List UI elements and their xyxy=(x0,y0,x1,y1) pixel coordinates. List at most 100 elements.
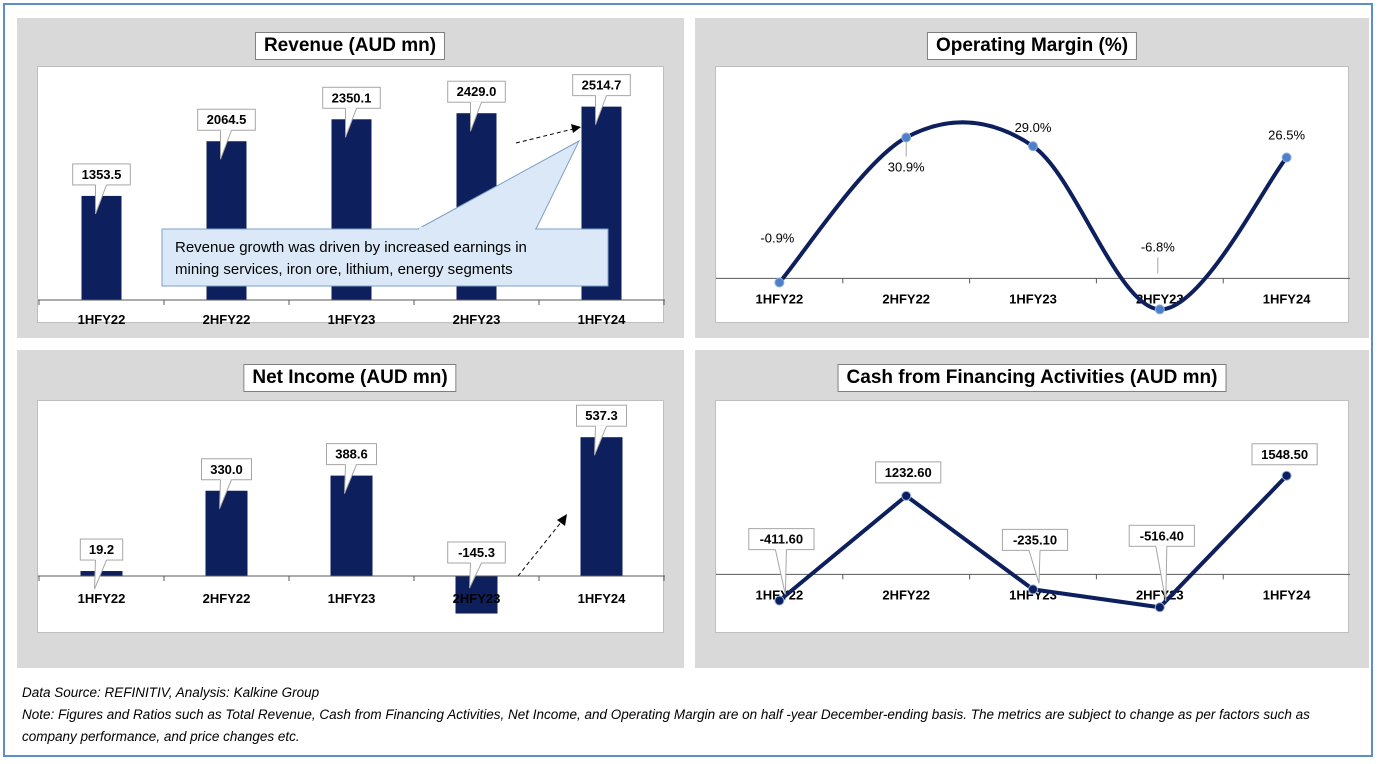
data-label-2HFY23-text: -145.3 xyxy=(458,545,495,560)
series-line xyxy=(777,120,1289,312)
x-tick-label: 1HFY24 xyxy=(578,591,626,606)
revenue-annotation: Revenue growth was driven by increased e… xyxy=(161,139,609,287)
net-income-panel: Net Income (AUD mn) 1HFY22 2HFY22 1HFY23 2H… xyxy=(17,350,684,668)
data-label-2HFY22-pointer-edge xyxy=(220,130,232,160)
cash-financing-panel: Cash from Financing Activities (AUD mn) … xyxy=(695,350,1369,668)
data-label-2HFY22: 2064.5 xyxy=(197,108,256,160)
data-label-1HFY24-pointer-edge xyxy=(595,95,607,125)
operating-margin-chart-title: Operating Margin (%) xyxy=(926,32,1138,60)
x-tick-label: 2HFY22 xyxy=(882,587,930,602)
operating-margin-chart: 1HFY22 2HFY22 1HFY23 2HFY23 1HFY24 -0.9% 30.9%… xyxy=(716,120,1350,315)
bar-2HFY23 xyxy=(455,576,498,614)
operating-margin-plot-area: 1HFY22 2HFY22 1HFY23 2HFY23 1HFY24 -0.9% 30.9%… xyxy=(715,66,1350,323)
data-label-2HFY23: -6.8% xyxy=(1141,239,1175,254)
data-label-1HFY24: 2514.7 xyxy=(572,74,631,125)
x-tick-label: 2HFY22 xyxy=(203,312,251,327)
point-1HFY22 xyxy=(774,595,785,606)
point-1HFY23 xyxy=(1028,141,1038,152)
x-tick-label: 1HFY24 xyxy=(1263,291,1311,306)
data-label-1HFY22: -411.60 xyxy=(748,528,815,595)
net-income-chart: 1HFY22 2HFY22 1HFY23 2HFY23 1HFY24 19.2 330.0 3… xyxy=(38,404,665,614)
data-label-1HFY23: -235.10 xyxy=(1001,528,1069,584)
data-label-2HFY23-text: -516.40 xyxy=(1140,528,1184,543)
x-tick-label: 2HFY23 xyxy=(1136,291,1184,306)
data-label-1HFY24-box xyxy=(1251,443,1318,466)
x-tick-label: 2HFY22 xyxy=(882,291,930,306)
data-label-1HFY24-text: 2514.7 xyxy=(582,78,622,93)
annotation-join xyxy=(419,227,535,231)
data-label-1HFY23: 29.0% xyxy=(1015,120,1052,135)
data-label-2HFY22-text: 2064.5 xyxy=(207,112,247,127)
x-tick-label: 1HFY23 xyxy=(1009,291,1057,306)
data-label-1HFY22: 19.2 xyxy=(79,538,124,590)
data-label-1HFY23-pointer-edge xyxy=(344,464,357,494)
data-label-1HFY23-text: 2350.1 xyxy=(332,90,372,105)
data-label-1HFY24-text: 1548.50 xyxy=(1261,447,1308,462)
bar-1HFY24 xyxy=(580,437,623,576)
trend-arrow-line xyxy=(517,520,563,577)
data-label-1HFY23: 2350.1 xyxy=(322,86,381,138)
data-label-1HFY23-text: -235.10 xyxy=(1013,532,1057,547)
bar-2HFY22 xyxy=(205,490,248,576)
data-source-note: Data Source: REFINITIV, Analysis: Kalkin… xyxy=(22,685,320,700)
x-tick-label: 1HFY24 xyxy=(578,312,626,327)
cash-financing-plot-area: 1HFY22 2HFY22 1HFY23 2HFY23 1HFY24 -411.60 123… xyxy=(715,400,1350,633)
data-label-2HFY22-box xyxy=(875,461,942,484)
trend-arrow xyxy=(515,124,581,144)
data-label-2HFY23-pointer-edge xyxy=(469,562,482,589)
data-label-2HFY22: 30.9% xyxy=(888,159,925,174)
data-label-1HFY22-pointer-edge xyxy=(774,549,787,595)
data-label-1HFY24: 537.3 xyxy=(576,404,627,456)
x-tick-label: 1HFY22 xyxy=(78,312,126,327)
bars xyxy=(80,437,623,614)
point-1HFY23 xyxy=(1028,584,1038,595)
net-income-plot-area: 1HFY22 2HFY22 1HFY23 2HFY23 1HFY24 19.2 330.0 3… xyxy=(37,400,665,633)
data-label-1HFY23-text: 388.6 xyxy=(335,447,368,462)
x-tick-label: 2HFY23 xyxy=(453,591,501,606)
revenue-plot-area: 1HFY22 2HFY22 1HFY23 2HFY23 1HFY24 1353.5 2064… xyxy=(37,66,665,327)
data-label-2HFY23-text: 2429.0 xyxy=(457,84,497,99)
operating-margin-panel: Operating Margin (%) 1HFY22 2HFY22 1HFY23 2… xyxy=(695,18,1369,338)
data-label-2HFY22-text: 1232.60 xyxy=(885,465,932,480)
cash-financing-chart-title: Cash from Financing Activities (AUD mn) xyxy=(837,364,1227,392)
data-label-1HFY22-pointer-edge xyxy=(94,559,107,590)
methodology-note: Note: Figures and Ratios such as Total R… xyxy=(22,707,1310,744)
data-label-2HFY22: 1232.60 xyxy=(875,461,942,484)
point-2HFY22 xyxy=(901,490,912,501)
data-label-1HFY23: 388.6 xyxy=(326,443,377,494)
point-1HFY22 xyxy=(774,277,785,288)
data-label-1HFY22-pointer-edge xyxy=(95,184,107,215)
data-label-1HFY22-text: 1353.5 xyxy=(82,167,122,182)
point-2HFY22 xyxy=(901,132,912,143)
data-label-2HFY23-pointer-edge xyxy=(1155,546,1168,602)
data-label-1HFY24: 1548.50 xyxy=(1251,443,1318,466)
data-label-2HFY23: -145.3 xyxy=(447,541,506,589)
bar-1HFY22 xyxy=(80,571,123,576)
bar-1HFY22 xyxy=(81,195,122,300)
trend-arrow-head xyxy=(557,514,567,526)
x-tick-label: 1HFY23 xyxy=(328,312,376,327)
x-tick-label: 2HFY22 xyxy=(203,591,251,606)
trend-arrow-head xyxy=(571,124,581,133)
data-label-1HFY24-text: 537.3 xyxy=(585,408,618,423)
bar-1HFY23 xyxy=(330,475,373,576)
revenue-panel: Revenue (AUD mn) 1HFY22 2HFY22 1HFY23 2HFY2… xyxy=(17,18,684,338)
x-tick-label: 2HFY23 xyxy=(453,312,501,327)
data-label-1HFY24: 26.5% xyxy=(1268,128,1305,143)
data-label-1HFY22-text: -411.60 xyxy=(760,532,803,547)
data-label-1HFY24-pointer xyxy=(594,425,607,456)
data-label-1HFY23-pointer-edge xyxy=(345,108,357,138)
net-income-chart-title: Net Income (AUD mn) xyxy=(243,364,457,392)
data-label-1HFY24-pointer-edge xyxy=(594,426,607,456)
annotation-pointer xyxy=(417,139,581,230)
data-label-1HFY22-text: 19.2 xyxy=(89,542,114,557)
point-1HFY24 xyxy=(1281,152,1292,163)
data-label-2HFY22-pointer-edge xyxy=(219,479,232,509)
trend-arrow-line xyxy=(515,128,574,144)
annotation-line-1: Revenue growth was driven by increased e… xyxy=(175,239,527,256)
point-1HFY24 xyxy=(1281,470,1292,481)
data-label-2HFY23: -516.40 xyxy=(1128,524,1195,602)
revenue-chart: 1HFY22 2HFY22 1HFY23 2HFY23 1HFY24 1353.5 2064… xyxy=(38,74,665,327)
annotation-box xyxy=(161,228,609,287)
data-label-1HFY22: -0.9% xyxy=(760,231,794,246)
